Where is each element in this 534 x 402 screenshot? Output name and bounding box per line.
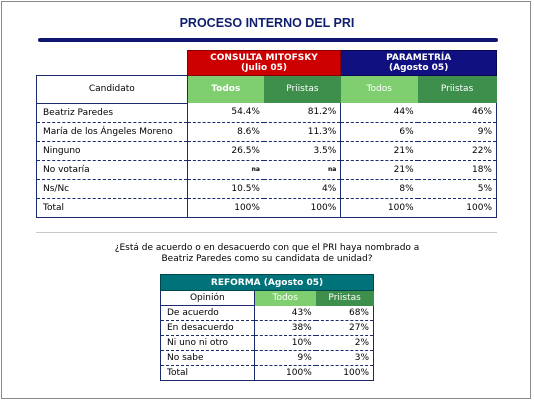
parametria-todos-header: Todos — [340, 75, 418, 103]
row-label: María de los Ángeles Moreno — [36, 122, 188, 142]
cell-value: 8.6% — [186, 122, 264, 142]
cell-value: 4% — [263, 179, 341, 199]
survey-question: ¿Está de acuerdo o en desacuerdo con que… — [114, 243, 420, 264]
table-row: De acuerdo 43% 68% — [160, 305, 374, 321]
cell-value: 21% — [340, 160, 418, 180]
page-title: PROCESO INTERNO DEL PRI — [179, 16, 355, 30]
row-label: No sabe — [160, 350, 255, 366]
table-row: No votaría na na 21% 18% — [36, 160, 497, 180]
table-row-total: Total 100% 100% — [160, 365, 374, 381]
cell-value: 22% — [417, 141, 497, 161]
table-row: Beatriz Paredes 54.4% 81.2% 44% 46% — [36, 103, 497, 123]
row-label: Ni uno ni otro — [160, 335, 255, 351]
cell-value: 100% — [340, 198, 418, 218]
cell-value: 100% — [263, 198, 341, 218]
cell-value: 44% — [340, 103, 418, 123]
table-row: María de los Ángeles Moreno 8.6% 11.3% 6… — [36, 122, 497, 142]
mitofsky-header: CONSULTA MITOFSKY (Julio 05) — [186, 50, 342, 76]
reforma-header: REFORMA (Agosto 05) — [160, 274, 374, 291]
cell-value: 9% — [417, 122, 497, 142]
reforma-todos-header: Todos — [254, 290, 316, 306]
mitofsky-priistas-header: Priistas — [263, 75, 341, 103]
cell-value: 3% — [315, 350, 374, 366]
cell-value: 3.5% — [263, 141, 341, 161]
opinion-header: Opinión — [160, 290, 255, 306]
mitofsky-todos-header: Todos — [187, 75, 264, 103]
row-label: En desacuerdo — [160, 320, 255, 336]
table-row: En desacuerdo 38% 27% — [160, 320, 374, 336]
cell-value: 11.3% — [263, 122, 341, 142]
cell-value: 43% — [253, 305, 316, 321]
cell-value: 8% — [340, 179, 418, 199]
cell-value: 81.2% — [263, 103, 341, 123]
cell-value: na — [263, 160, 341, 180]
row-label: Ns/Nc — [36, 179, 188, 199]
table-row: Ninguno 26.5% 3.5% 21% 22% — [36, 141, 497, 161]
row-label: De acuerdo — [160, 305, 255, 321]
reforma-priistas-header: Priistas — [315, 290, 374, 306]
table-row-total: Total 100% 100% 100% 100% — [36, 198, 497, 218]
cell-value: 46% — [417, 103, 497, 123]
cell-value: 6% — [340, 122, 418, 142]
row-label: Ninguno — [36, 141, 188, 161]
cell-value: 10.5% — [186, 179, 264, 199]
row-label: Total — [36, 198, 188, 218]
cell-value: 2% — [315, 335, 374, 351]
cell-value: 100% — [253, 365, 316, 381]
section-divider — [36, 232, 497, 233]
cell-value: 5% — [417, 179, 497, 199]
cell-value: 21% — [340, 141, 418, 161]
cell-value: na — [186, 160, 264, 180]
parametria-priistas-header: Priistas — [417, 75, 497, 103]
cell-value: 38% — [253, 320, 316, 336]
cell-value: 100% — [186, 198, 264, 218]
table-row: Ni uno ni otro 10% 2% — [160, 335, 374, 351]
reforma-table: REFORMA (Agosto 05) Opinión Todos Priist… — [160, 274, 374, 381]
title-underline — [38, 38, 498, 42]
table-row: No sabe 9% 3% — [160, 350, 374, 366]
cell-value: 100% — [315, 365, 374, 381]
poll-results-table: CONSULTA MITOFSKY (Julio 05) PARAMETRÍA … — [36, 50, 497, 218]
row-label: Beatriz Paredes — [36, 103, 188, 123]
cell-value: 9% — [253, 350, 316, 366]
row-label: Total — [160, 365, 255, 381]
cell-value: 26.5% — [186, 141, 264, 161]
row-label: No votaría — [36, 160, 188, 180]
cell-value: 68% — [315, 305, 374, 321]
cell-value: 27% — [315, 320, 374, 336]
cell-value: 18% — [417, 160, 497, 180]
cell-value: 10% — [253, 335, 316, 351]
cell-value: 100% — [417, 198, 497, 218]
parametria-header: PARAMETRÍA (Agosto 05) — [340, 50, 497, 76]
candidate-header: Candidato — [36, 74, 188, 104]
table-row: Ns/Nc 10.5% 4% 8% 5% — [36, 179, 497, 199]
cell-value: 54.4% — [186, 103, 264, 123]
